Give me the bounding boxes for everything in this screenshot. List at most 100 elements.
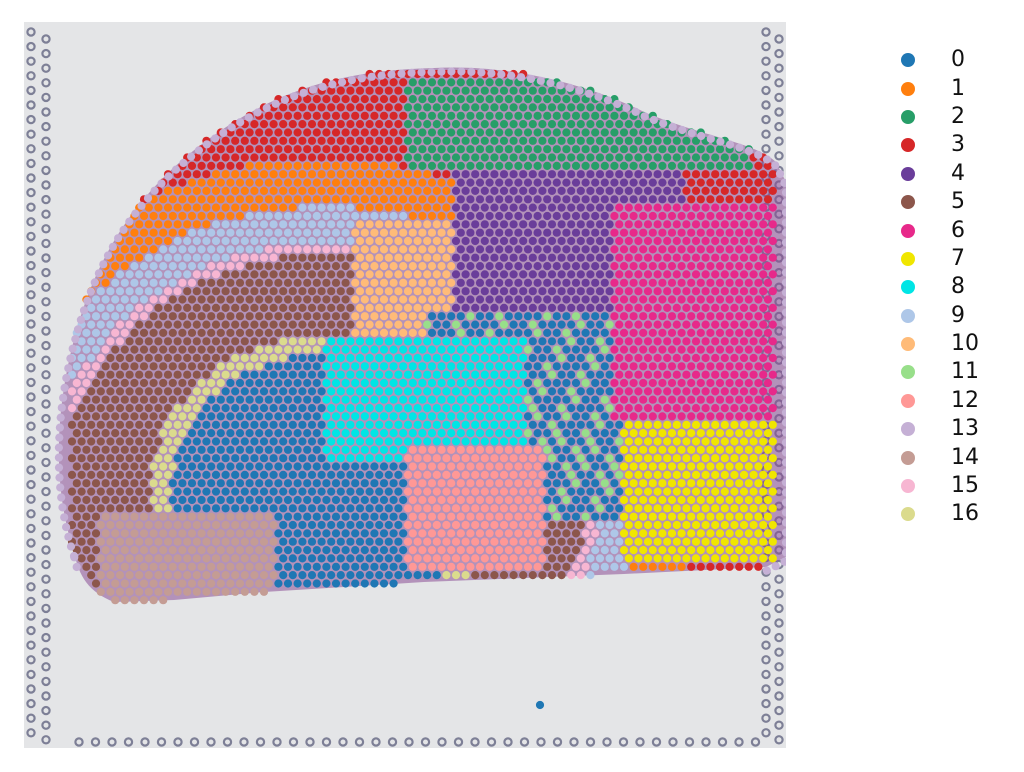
spot-cluster-8 <box>327 420 336 429</box>
spot-cluster-4 <box>543 195 552 204</box>
spot-cluster-3 <box>706 195 715 204</box>
spot-cluster-9 <box>317 220 326 229</box>
spot-cluster-16 <box>168 429 177 438</box>
spot-cluster-4 <box>677 178 686 187</box>
spot-cluster-3 <box>303 128 312 137</box>
spot-cluster-4 <box>456 195 465 204</box>
spot-cluster-2 <box>403 120 413 129</box>
spot-cluster-1 <box>269 170 278 179</box>
spot-cluster-3 <box>331 128 341 137</box>
spot-cluster-1 <box>101 278 110 287</box>
spot-cluster-15 <box>173 287 182 296</box>
spot-cluster-12 <box>461 554 470 563</box>
spot-cluster-2 <box>514 128 523 137</box>
spot-cluster-4 <box>552 245 561 254</box>
spot-cluster-12 <box>466 479 475 488</box>
spot-cluster-14 <box>168 546 177 555</box>
spot-cluster-6 <box>624 404 633 413</box>
spot-cluster-3 <box>370 111 379 120</box>
spot-cluster-0 <box>423 571 432 580</box>
spot-cluster-8 <box>432 404 441 413</box>
spot-cluster-5 <box>163 337 173 346</box>
spot-cluster-6 <box>658 262 667 271</box>
spot-cluster-2 <box>514 161 523 170</box>
spot-cluster-2 <box>427 161 437 170</box>
spot-cluster-2 <box>687 161 696 170</box>
spot-cluster-5 <box>187 345 197 354</box>
spot-cluster-1 <box>149 245 158 254</box>
spot-cluster-10 <box>370 328 379 337</box>
spot-cluster-3 <box>303 95 312 104</box>
spot-cluster-2 <box>413 136 422 145</box>
spot-cluster-4 <box>591 178 600 187</box>
legend-label: 9 <box>951 302 965 328</box>
spot-cluster-10 <box>370 295 379 304</box>
spot-cluster-2 <box>437 145 446 154</box>
spot-cluster-4 <box>528 270 537 279</box>
spot-cluster-3 <box>351 145 360 154</box>
spot-cluster-3 <box>394 120 403 129</box>
spot-cluster-9 <box>586 571 595 580</box>
spot-cluster-3 <box>322 111 331 120</box>
spot-cluster-8 <box>499 337 509 346</box>
spot-cluster-0 <box>600 429 609 438</box>
spot-cluster-5 <box>187 295 197 304</box>
spot-cluster-12 <box>461 470 470 479</box>
spot-cluster-12 <box>523 479 533 488</box>
fiducial-dot <box>41 370 51 380</box>
spot-cluster-1 <box>403 170 413 179</box>
spot-cluster-12 <box>437 562 446 571</box>
spot-cluster-9 <box>605 520 614 530</box>
spot-cluster-8 <box>490 337 499 346</box>
spot-cluster-0 <box>307 504 317 513</box>
spot-cluster-14 <box>115 554 125 563</box>
spot-cluster-7 <box>677 512 686 521</box>
spot-cluster-2 <box>475 111 485 120</box>
spot-cluster-0 <box>610 512 619 521</box>
spot-cluster-14 <box>197 529 206 538</box>
spot-cluster-7 <box>667 495 677 505</box>
legend-marker-13 <box>901 422 915 437</box>
spot-cluster-10 <box>418 278 427 287</box>
spot-cluster-14 <box>135 571 144 580</box>
fiducial-dot <box>602 737 612 747</box>
spot-cluster-7 <box>672 437 681 446</box>
spot-cluster-2 <box>600 111 609 120</box>
spot-cluster-2 <box>504 161 513 170</box>
spot-cluster-0 <box>216 412 225 421</box>
spot-cluster-0 <box>327 537 336 546</box>
spot-cluster-7 <box>768 504 777 513</box>
spot-cluster-8 <box>490 353 499 363</box>
spot-cluster-0 <box>389 529 398 538</box>
spot-cluster-6 <box>624 220 633 229</box>
spot-cluster-8 <box>427 345 437 354</box>
spot-cluster-5 <box>336 287 345 296</box>
spot-cluster-1 <box>389 178 398 187</box>
spot-cluster-12 <box>413 470 422 479</box>
spot-cluster-6 <box>639 378 648 388</box>
spot-cluster-0 <box>610 495 619 505</box>
spot-cluster-2 <box>490 86 499 95</box>
spot-cluster-0 <box>173 487 182 496</box>
spot-cluster-3 <box>384 153 393 162</box>
spot-cluster-1 <box>413 203 422 212</box>
spot-cluster-0 <box>293 512 302 521</box>
spot-cluster-6 <box>619 412 629 421</box>
spot-cluster-0 <box>346 487 355 496</box>
spot-cluster-5 <box>125 387 134 396</box>
spot-cluster-4 <box>490 186 499 195</box>
spot-cluster-6 <box>663 353 672 363</box>
spot-cluster-13 <box>83 296 92 305</box>
legend-item-12: 12 <box>896 387 1016 415</box>
spot-cluster-0 <box>562 378 571 388</box>
spot-cluster-0 <box>557 320 566 329</box>
spot-cluster-5 <box>538 571 547 580</box>
spot-cluster-7 <box>739 554 749 563</box>
spot-cluster-8 <box>394 370 403 379</box>
spot-cluster-14 <box>269 520 278 530</box>
spot-cluster-2 <box>437 95 446 104</box>
spot-cluster-0 <box>547 404 557 413</box>
spot-cluster-14 <box>235 579 245 588</box>
spot-cluster-8 <box>322 445 331 454</box>
spot-cluster-8 <box>442 420 451 429</box>
